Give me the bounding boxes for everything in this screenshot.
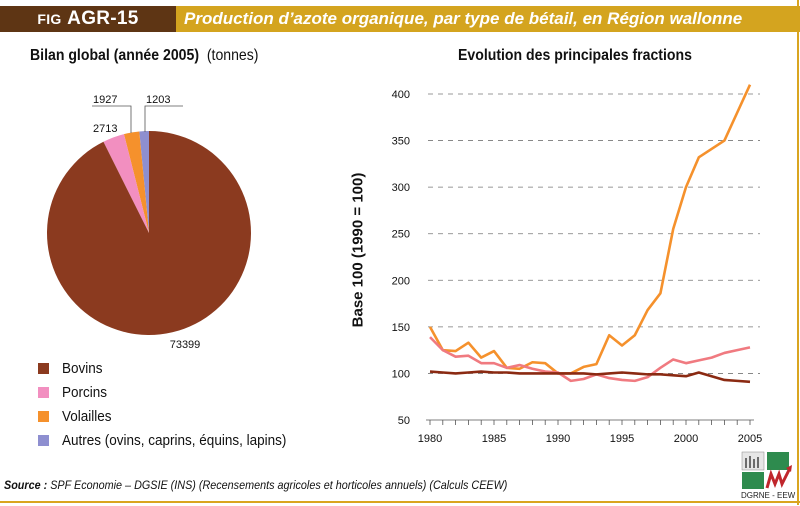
y-tick-label: 100 — [392, 368, 410, 380]
x-tick-label: 1990 — [546, 433, 570, 445]
pie-data-label: 1203 — [146, 94, 170, 106]
series-line-volailles — [428, 84, 752, 375]
legend-label: Bovins — [62, 359, 103, 377]
figure-prefix: Fig — [37, 11, 62, 27]
x-tick-label: 1985 — [482, 433, 506, 445]
legend-label: Volailles — [62, 407, 112, 425]
legend-swatch-porcins — [38, 386, 49, 398]
pie-title-text: Bilan global (année 2005) — [30, 47, 200, 64]
x-tick-label: 1980 — [418, 433, 442, 445]
pie-chart-title: Bilan global (année 2005) (tonnes) — [30, 47, 258, 65]
line-chart: 50 100 150 200 250 300 350 400 1980 1985 1990 1995 2… — [392, 84, 762, 445]
y-tick-label: 150 — [392, 322, 410, 334]
legend-item-autres: Autres (ovins, caprins, équins, lapins) — [38, 428, 311, 452]
bottom-rule — [0, 501, 800, 503]
legend-label: Autres (ovins, caprins, équins, lapins) — [62, 431, 287, 449]
y-tick-label: 350 — [392, 136, 410, 148]
figure-title-text: Production d’azote organique, par type d… — [184, 9, 743, 28]
dgrne-logo-icon — [741, 451, 792, 489]
pie-slice-porcins — [103, 134, 149, 233]
x-tick-label: 1995 — [610, 433, 634, 445]
y-tick-label: 250 — [392, 229, 410, 241]
series-line-bovins — [429, 370, 751, 384]
source-text: SPF Economie – DGSIE (INS) (Recensements… — [50, 478, 508, 492]
figure-title: Production d’azote organique, par type d… — [176, 6, 800, 32]
y-tick-label: 400 — [392, 89, 410, 101]
legend-item-porcins: Porcins — [38, 380, 311, 404]
pie-unit: (tonnes) — [206, 47, 259, 64]
figure-id: AGR-15 — [67, 8, 139, 29]
y-tick-label: 50 — [398, 415, 410, 427]
y-tick-label: 300 — [392, 182, 410, 194]
pie-data-label: 2713 — [93, 123, 117, 135]
legend-item-bovins: Bovins — [38, 356, 311, 380]
pie-chart: 73399 2713 1927 1203 — [46, 94, 251, 351]
legend-swatch-volailles — [38, 410, 49, 422]
pie-slice-volailles — [123, 131, 149, 233]
logo-caption: DGRNE - EEW — [741, 491, 796, 500]
pie-slice-autres — [139, 131, 149, 233]
pie-data-label: 1927 — [93, 94, 117, 106]
x-tick-label: 2005 — [738, 433, 762, 445]
legend-swatch-bovins — [38, 362, 49, 374]
figure-id-badge: Fig AGR-15 — [0, 6, 176, 32]
pie-legend: Bovins Porcins Volailles Autres (ovins, … — [38, 356, 311, 452]
x-tick-label: 2000 — [674, 433, 698, 445]
legend-swatch-autres — [38, 434, 49, 446]
line-chart-title: Evolution des principales fractions — [458, 47, 692, 64]
source-note: Source : SPF Economie – DGSIE (INS) (Rec… — [4, 478, 507, 492]
series-line-porcins — [429, 336, 751, 383]
source-label: Source : — [4, 478, 48, 492]
y-axis-label: Base 100 (1990 = 100) — [349, 172, 367, 328]
pie-leader-line — [92, 105, 132, 133]
y-tick-label: 200 — [392, 275, 410, 287]
pie-data-label: 73399 — [170, 339, 201, 351]
pie-slice-bovins — [46, 131, 251, 335]
legend-item-volailles: Volailles — [38, 404, 311, 428]
pie-leader-line — [144, 105, 183, 132]
legend-label: Porcins — [62, 383, 108, 401]
